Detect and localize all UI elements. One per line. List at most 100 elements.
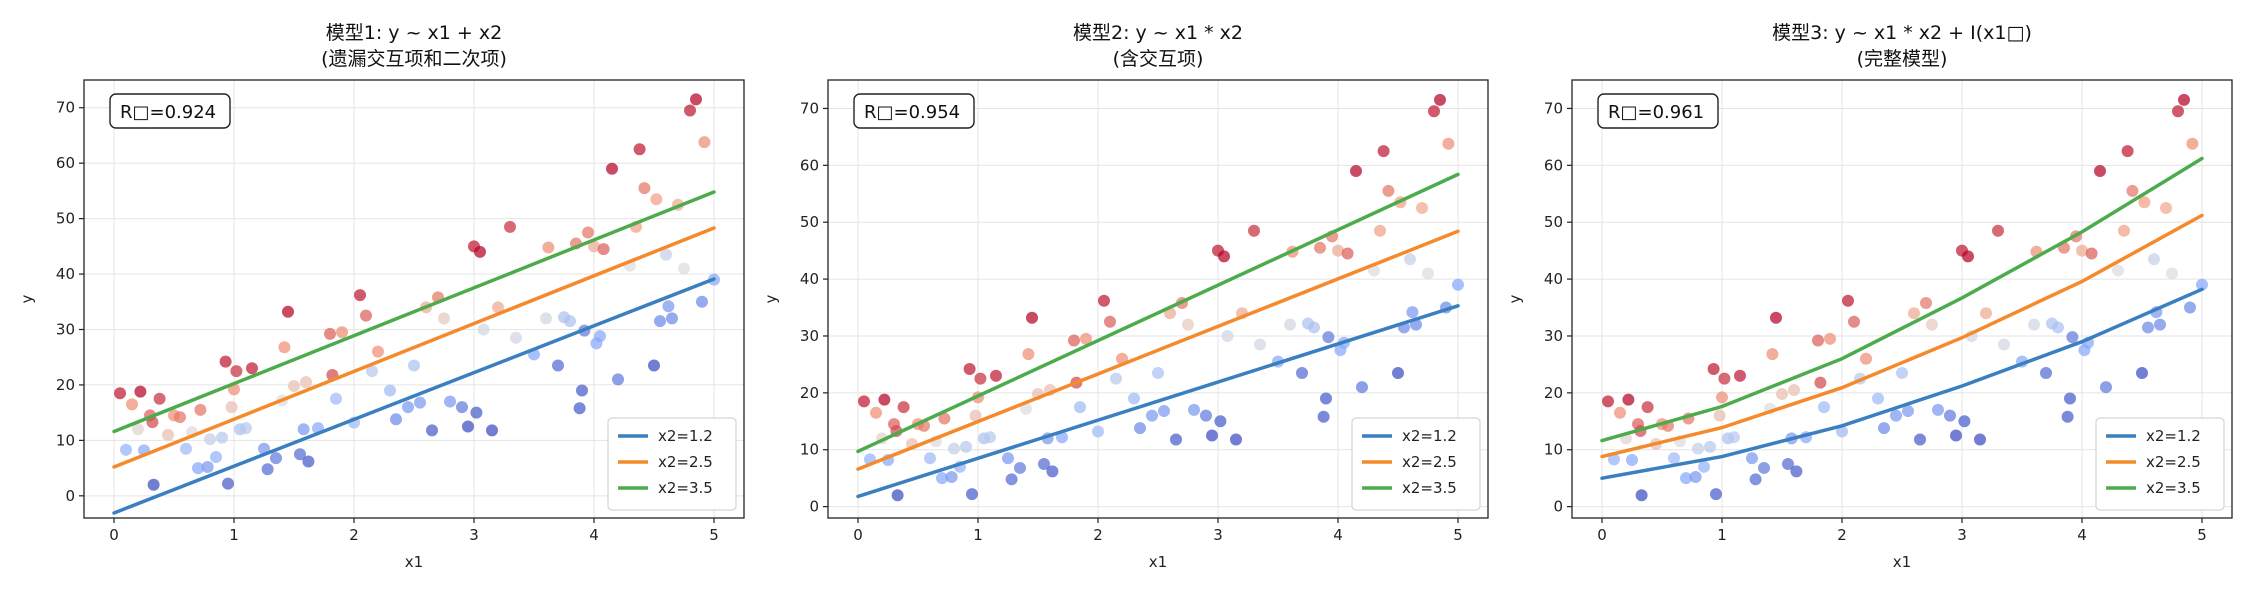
data-point: [360, 309, 372, 322]
y-tick-label: 30: [800, 327, 819, 345]
x-tick-label: 1: [1717, 526, 1727, 544]
data-point: [414, 396, 426, 409]
axes-frame: [1571, 79, 2233, 519]
data-point: [963, 362, 976, 375]
data-point: [474, 245, 486, 258]
data-point: [597, 243, 610, 256]
data-point: [162, 428, 174, 441]
legend-label: x2=3.5: [2146, 479, 2201, 497]
data-point: [1314, 241, 1326, 254]
data-point: [2061, 410, 2074, 423]
legend-label: x2=1.2: [1402, 427, 1457, 445]
data-point: [633, 143, 646, 156]
data-point: [1944, 409, 1956, 422]
y-axis-label: y: [18, 294, 36, 303]
x-tick-label: 4: [2077, 526, 2087, 544]
x-tick-label: 4: [1333, 526, 1343, 544]
fit-line-x2=1.2: [856, 304, 1460, 499]
data-point: [606, 162, 618, 175]
data-point: [408, 359, 420, 372]
data-point: [1110, 372, 1122, 385]
x-tick-label: 2: [349, 526, 359, 544]
data-point: [1766, 348, 1779, 361]
data-point: [1416, 201, 1428, 214]
y-tick-label: 30: [1544, 327, 1563, 345]
data-point: [486, 424, 498, 437]
data-point: [1317, 410, 1330, 423]
data-point: [324, 327, 336, 340]
data-point: [492, 301, 504, 314]
x-tick-label: 5: [1453, 526, 1463, 544]
fit-line-x2=1.2: [112, 277, 716, 515]
data-point: [444, 395, 456, 408]
data-point: [300, 376, 312, 389]
data-point: [1692, 442, 1704, 455]
data-point: [1782, 457, 1794, 470]
data-point: [246, 362, 258, 375]
y-tick-label: 20: [1544, 384, 1563, 402]
chart-title-line2: (完整模型): [1857, 48, 1948, 70]
data-point: [1341, 247, 1354, 260]
data-point: [1848, 315, 1860, 328]
data-point: [662, 300, 675, 313]
x-tick-label: 5: [709, 526, 719, 544]
data-point: [654, 315, 666, 328]
data-point: [1749, 473, 1762, 486]
chart-title-line1: 模型2: y ~ x1 * x2: [1073, 22, 1243, 44]
data-point: [282, 305, 294, 318]
chart-title-line2: (含交互项): [1113, 48, 1204, 70]
data-point: [1146, 409, 1158, 422]
data-point: [891, 489, 904, 502]
data-point: [180, 442, 192, 455]
data-point: [945, 471, 958, 484]
r2-annotation: R□=0.924: [120, 102, 216, 123]
data-point: [2184, 301, 2196, 314]
data-point: [240, 422, 252, 435]
data-point: [1776, 387, 1788, 400]
data-point: [462, 420, 474, 433]
data-point: [2160, 201, 2172, 214]
x-tick-label: 1: [973, 526, 983, 544]
data-point: [612, 373, 624, 386]
data-point: [302, 455, 315, 468]
data-point: [1296, 366, 1308, 379]
data-point: [1284, 318, 1296, 331]
data-point: [2148, 253, 2160, 266]
r2-box: [1597, 93, 1719, 129]
data-point: [1980, 307, 1992, 320]
data-point: [974, 372, 987, 385]
data-point: [1842, 294, 1854, 307]
data-point: [990, 369, 1002, 382]
data-point: [1092, 425, 1104, 438]
data-point: [660, 248, 672, 261]
data-point: [1152, 366, 1164, 379]
data-point: [1962, 250, 1974, 263]
y-tick-label: 70: [800, 99, 819, 117]
axes-frame: [827, 79, 1489, 519]
x-tick-label: 1: [229, 526, 239, 544]
data-point: [222, 477, 234, 490]
data-point: [153, 392, 166, 405]
data-point: [588, 240, 600, 253]
scatter-points: [114, 93, 720, 491]
y-tick-label: 10: [56, 431, 75, 449]
fit-line-x2=1.2: [1600, 287, 2204, 480]
data-point: [2142, 321, 2154, 334]
fit-line-x2=3.5: [112, 190, 716, 434]
x-axis-label: x1: [1893, 553, 1911, 571]
data-point: [504, 220, 516, 233]
data-point: [1718, 372, 1731, 385]
y-tick-label: 10: [1544, 441, 1563, 459]
data-point: [402, 401, 414, 414]
data-point: [1002, 452, 1014, 465]
x-tick-label: 2: [1093, 526, 1103, 544]
y-tick-label: 60: [56, 154, 75, 172]
data-point: [216, 431, 228, 444]
data-point: [1206, 429, 1218, 442]
legend-label: x2=2.5: [1402, 453, 1457, 471]
data-point: [2066, 331, 2079, 344]
data-point: [1046, 465, 1059, 478]
data-point: [1668, 452, 1680, 465]
data-point: [1836, 425, 1848, 438]
data-point: [1382, 184, 1395, 197]
